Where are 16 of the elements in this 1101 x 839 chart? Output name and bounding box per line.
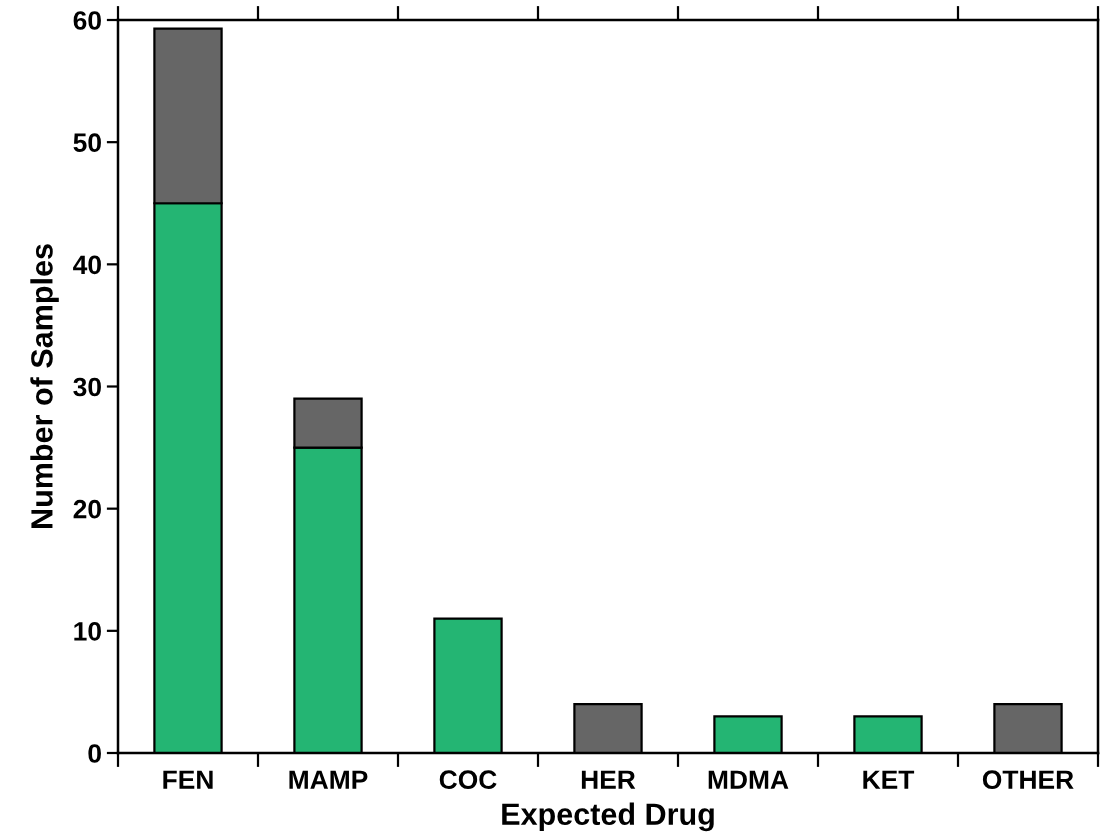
y-tick-label: 50 (73, 133, 101, 152)
y-tick-label: 30 (73, 377, 101, 397)
x-tick-label: COC (439, 770, 497, 790)
y-tick-label: 60 (73, 11, 101, 30)
y-tick-label: 20 (73, 499, 101, 519)
x-tick-label: OTHER (982, 770, 1074, 790)
x-tick-label: FEN (163, 770, 213, 789)
y-tick-label: 40 (73, 255, 101, 275)
x-tick-label: MAMP (289, 770, 368, 789)
y-tick-label: 0 (88, 744, 101, 763)
y-tick-label: 10 (74, 621, 101, 641)
x-tick-label: KET (863, 770, 915, 789)
x-tick-label: HER (581, 770, 636, 789)
y-axis-title: Number of Samples (30, 244, 59, 528)
x-axis-title: Expected Drug (502, 802, 714, 832)
x-tick-label: MDMA (708, 770, 789, 789)
